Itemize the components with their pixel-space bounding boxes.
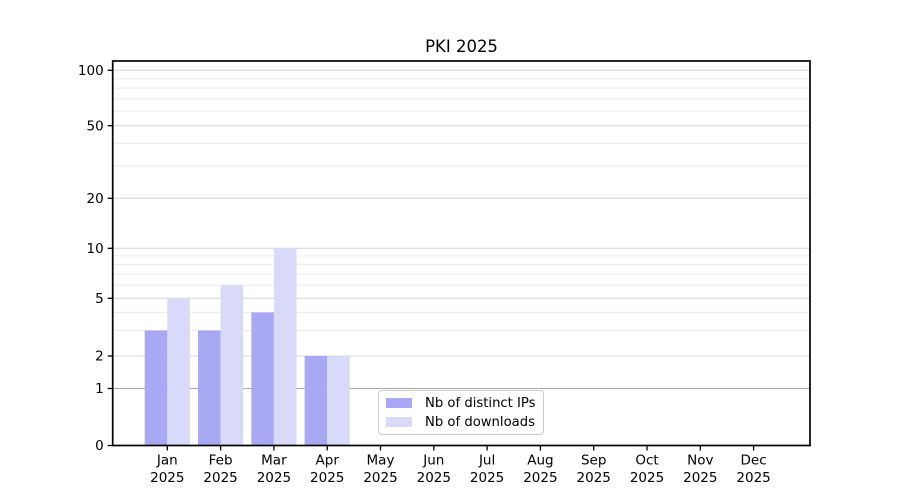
axes-spines [111, 60, 811, 447]
legend-swatch-distinct-ips [386, 398, 412, 408]
bar-downloads-mar [273, 248, 297, 446]
y-tick-label: 100 [78, 63, 104, 79]
x-tick-label-month: Dec [741, 453, 767, 469]
bar-distinct-ips-apr [304, 356, 328, 446]
x-tick-label-month: Apr [316, 453, 340, 469]
y-tick-label: 1 [95, 381, 104, 397]
y-tick-label: 5 [95, 291, 104, 307]
x-tick-label-year: 2025 [523, 470, 557, 486]
x-tick-label-year: 2025 [203, 470, 237, 486]
legend-label-distinct-ips: Nb of distinct IPs [425, 395, 536, 411]
x-tick-label-year: 2025 [630, 470, 664, 486]
x-tick-label-month: Mar [261, 453, 287, 469]
y-tick-label: 50 [87, 118, 104, 134]
x-tick-label-month: Sep [581, 453, 606, 469]
bar-downloads-feb [220, 285, 244, 446]
x-tick-label-month: Jul [478, 453, 495, 469]
x-tick-label-year: 2025 [363, 470, 397, 486]
x-tick-label-year: 2025 [150, 470, 184, 486]
x-tick-label-month: May [367, 453, 395, 469]
legend-swatch-downloads [386, 417, 412, 427]
legend-item-distinct-ips: Nb of distinct IPs [379, 396, 543, 411]
legend-item-downloads: Nb of downloads [379, 415, 543, 430]
x-tick-label-year: 2025 [577, 470, 611, 486]
legend: Nb of distinct IPs Nb of downloads [378, 390, 544, 435]
y-tick-label: 10 [87, 241, 104, 257]
x-tick-label-month: Jan [156, 453, 178, 469]
y-tick-label: 0 [95, 438, 104, 454]
bar-distinct-ips-jan [144, 330, 168, 446]
x-tick-label-year: 2025 [417, 470, 451, 486]
bar-distinct-ips-mar [251, 312, 274, 446]
x-tick-label-month: Oct [635, 453, 658, 469]
legend-label-downloads: Nb of downloads [425, 414, 535, 430]
x-tick-label-year: 2025 [683, 470, 717, 486]
x-tick-label-year: 2025 [257, 470, 291, 486]
bar-downloads-jan [167, 298, 190, 446]
bar-distinct-ips-feb [198, 330, 221, 446]
x-tick-label-month: Nov [687, 453, 713, 469]
y-tick-label: 20 [87, 191, 104, 207]
x-tick-label-month: Jun [422, 453, 444, 469]
x-tick-label-month: Feb [209, 453, 233, 469]
y-tick-label: 2 [95, 349, 104, 365]
x-tick-label-month: Aug [527, 453, 553, 469]
x-tick-label-year: 2025 [310, 470, 344, 486]
chart-title: PKI 2025 [425, 37, 498, 56]
x-tick-label-year: 2025 [736, 470, 770, 486]
x-tick-label-year: 2025 [470, 470, 504, 486]
bar-downloads-apr [327, 356, 350, 446]
